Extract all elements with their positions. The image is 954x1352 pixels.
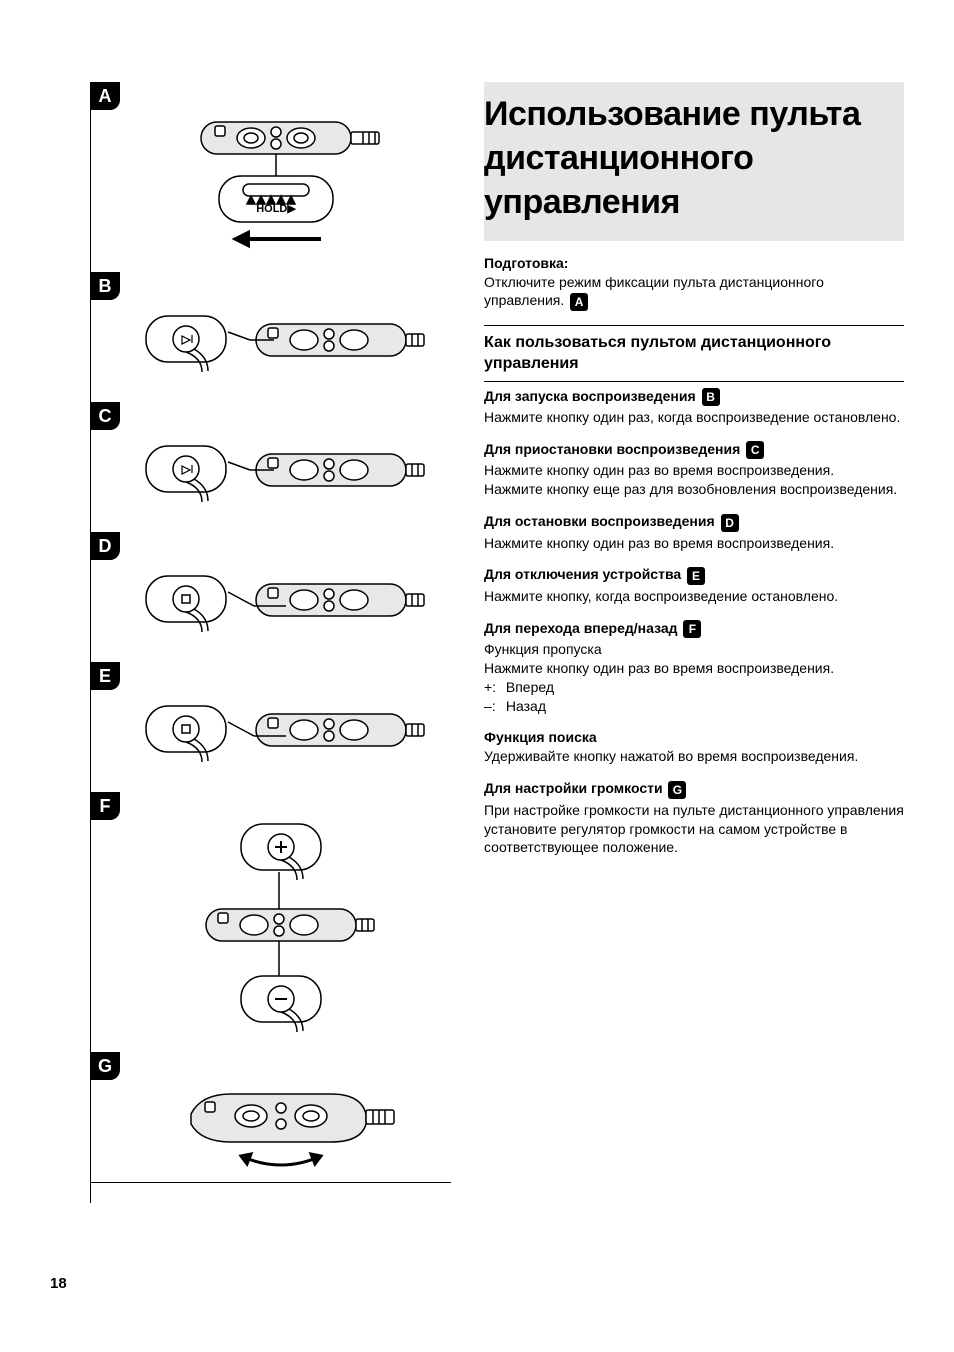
- diagram-label-A: A: [90, 82, 120, 110]
- item-play: Для запуска воспроизведения B Нажмите кн…: [484, 388, 904, 427]
- stop-illustration: [136, 554, 426, 644]
- remote-hold-illustration: HOLD▶: [171, 104, 391, 264]
- diagram-label-F: F: [90, 792, 120, 820]
- plus-text: Вперед: [506, 679, 554, 695]
- diagram-label-D: D: [90, 532, 120, 560]
- item-title-text: Для отключения устройства: [484, 566, 681, 582]
- item-title: Для остановки воспроизведения D: [484, 513, 904, 531]
- item-title: Для запуска воспроизведения B: [484, 388, 904, 406]
- diagram-strip: A: [90, 82, 450, 1203]
- page-number: 18: [50, 1275, 67, 1292]
- inline-ref-B: B: [702, 388, 720, 406]
- inline-ref-F: F: [683, 620, 701, 638]
- diagram-D: D: [91, 532, 450, 662]
- pm-plus: +: Вперед: [484, 678, 904, 697]
- item-title: Функция поиска: [484, 729, 904, 745]
- item-title-text: Для настройки громкости: [484, 780, 663, 796]
- diagram-label-G: G: [90, 1052, 120, 1080]
- inline-ref-C: C: [746, 441, 764, 459]
- poweroff-illustration: [136, 684, 426, 774]
- item-body: Нажмите кнопку один раз, когда воспроизв…: [484, 408, 904, 427]
- item-search: Функция поиска Удерживайте кнопку нажато…: [484, 729, 904, 766]
- diagram-G: G: [91, 1052, 450, 1182]
- diagram-label-C: C: [90, 402, 120, 430]
- inline-ref-G: G: [668, 781, 686, 799]
- page-title: Использование пульта дистан­ционного упр…: [484, 92, 894, 225]
- play-illustration: [136, 294, 426, 384]
- diagram-B: B: [91, 272, 450, 402]
- title-band: Использование пульта дистан­ционного упр…: [484, 82, 904, 241]
- diagram-A: A: [91, 82, 450, 272]
- rule: [484, 325, 904, 326]
- skip-illustration: [171, 814, 391, 1044]
- volume-illustration: [161, 1074, 401, 1174]
- inline-ref-D: D: [721, 514, 739, 532]
- section-heading: Как пользоваться пультом дистанционного …: [484, 332, 904, 382]
- item-title-text: Для запуска воспроизведения: [484, 388, 696, 404]
- item-body: При настройке громкости на пульте дистан…: [484, 801, 904, 858]
- minus-sign: –:: [484, 697, 502, 716]
- item-title: Для отключения устройства E: [484, 566, 904, 584]
- inline-ref-A: A: [570, 293, 588, 311]
- item-body: Функция пропускаНажмите кнопку один раз …: [484, 640, 904, 678]
- item-title: Для перехода вперед/назад F: [484, 620, 904, 638]
- item-body: Нажмите кнопку один раз во время воспрои…: [484, 534, 904, 553]
- item-body: Нажмите кнопку, когда воспроизведение ос…: [484, 587, 904, 606]
- plus-sign: +:: [484, 678, 502, 697]
- item-skip: Для перехода вперед/назад F Функция проп…: [484, 620, 904, 716]
- item-title-text: Для приостановки воспроизведения: [484, 441, 740, 457]
- diagram-label-B: B: [90, 272, 120, 300]
- item-title-text: Для остановки воспроизведения: [484, 513, 715, 529]
- right-column: Использование пульта дистан­ционного упр…: [470, 82, 904, 1302]
- diagram-label-E: E: [90, 662, 120, 690]
- left-column: A: [50, 82, 470, 1302]
- item-volume: Для настройки громкости G При настройке …: [484, 780, 904, 857]
- item-title: Для настройки громкости G: [484, 780, 904, 798]
- diagram-F: F: [91, 792, 450, 1052]
- item-poweroff: Для отключения устройства E Нажмите кноп…: [484, 566, 904, 605]
- diagram-C: C: [91, 402, 450, 532]
- minus-text: Назад: [506, 698, 546, 714]
- pm-minus: –: Назад: [484, 697, 904, 716]
- item-pause: Для приостановки воспроизведения C Нажми…: [484, 441, 904, 499]
- item-title: Для приостановки воспроизведения C: [484, 441, 904, 459]
- item-stop: Для остановки воспроизведения D Нажмите …: [484, 513, 904, 552]
- prep-text-span: Отключите режим фиксации пульта дистанци…: [484, 274, 824, 309]
- inline-ref-E: E: [687, 567, 705, 585]
- prep-label: Подготовка:: [484, 255, 904, 271]
- hold-text: HOLD▶: [256, 203, 296, 215]
- item-title-text: Для перехода вперед/назад: [484, 620, 678, 636]
- item-body: Нажмите кнопку один раз во время воспрои…: [484, 461, 904, 499]
- diagram-E: E: [91, 662, 450, 792]
- pause-illustration: [136, 424, 426, 514]
- prep-text: Отключите режим фиксации пульта дистанци…: [484, 273, 904, 311]
- item-body: Удерживайте кнопку нажатой во время восп…: [484, 747, 904, 766]
